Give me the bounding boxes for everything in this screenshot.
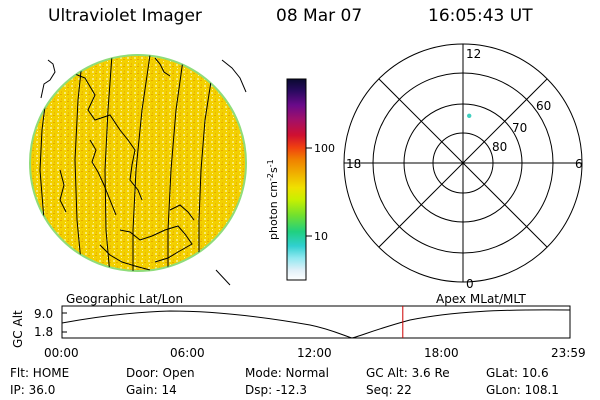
timeline-axis-title: GC Alt: [11, 310, 25, 348]
timeline-x-tick: 12:00: [297, 346, 332, 360]
mlat-label-70: 70: [512, 121, 527, 135]
timeline-y-top: 9.0: [34, 307, 53, 321]
timeline-x-tick: 00:00: [44, 346, 79, 360]
apex-label: Apex MLat/MLT: [436, 292, 526, 306]
timeline-x-tick: 06:00: [170, 346, 205, 360]
coastline-overlay: [39, 55, 213, 271]
gc-alt-status: GC Alt: 3.6 Re: [366, 366, 450, 380]
mode-status: Mode: Normal: [245, 366, 329, 380]
geographic-label: Geographic Lat/Lon: [66, 292, 183, 306]
timeline-frame: [61, 305, 571, 339]
timeline-x-tick: 18:00: [424, 346, 459, 360]
glon-status: GLon: 108.1: [486, 383, 559, 397]
colorbar-gradient: [286, 78, 307, 281]
timeline-x-tick: 23:59: [551, 346, 586, 360]
glat-status: GLat: 10.6: [486, 366, 549, 380]
colorbar-tick-label: 100: [314, 142, 335, 155]
date-label: 08 Mar 07: [276, 6, 363, 26]
mlt-label-18: 18: [346, 157, 361, 171]
colorbar-tick-label: 10: [314, 230, 328, 243]
instrument-title: Ultraviolet Imager: [48, 6, 202, 26]
gain-status: Gain: 14: [126, 383, 177, 397]
colorbar-label: photon cm-2s-1: [266, 159, 280, 240]
mlt-label-0: 0: [466, 277, 474, 291]
seq-status: Seq: 22: [366, 383, 412, 397]
mlt-label-6: 6: [575, 157, 583, 171]
dsp-status: Dsp: -12.3: [245, 383, 308, 397]
time-label: 16:05:43 UT: [428, 6, 533, 26]
altitude-curve: [61, 309, 571, 339]
satellite-position-marker: [467, 113, 472, 119]
timeline-y-bottom: 1.8: [34, 325, 53, 339]
ip-status: IP: 36.0: [10, 383, 56, 397]
mlat-label-80: 80: [492, 140, 507, 154]
door-status: Door: Open: [126, 366, 195, 380]
mlt-label-12: 12: [466, 47, 481, 61]
mlat-label-60: 60: [536, 99, 551, 113]
flight-status: Flt: HOME: [10, 366, 70, 380]
polar-diagonal: [378, 78, 548, 248]
